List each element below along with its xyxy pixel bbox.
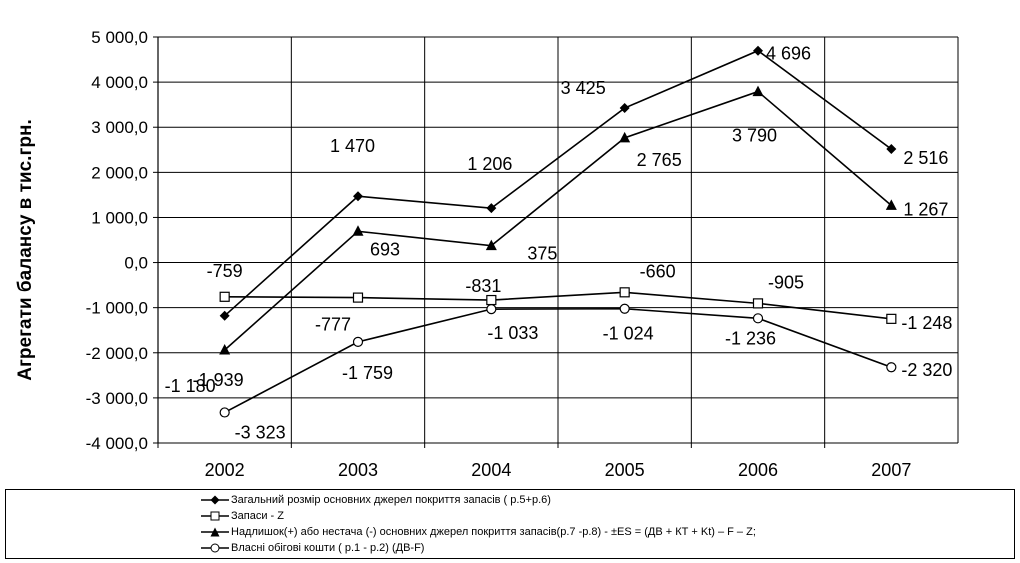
data-point-triangle xyxy=(352,225,364,236)
data-point-square xyxy=(619,287,630,298)
x-tick-label: 2005 xyxy=(605,460,645,480)
data-point-diamond xyxy=(219,310,230,321)
data-point-triangle xyxy=(619,131,631,143)
filled-triangle-marker-icon xyxy=(201,527,229,537)
line-chart: 5 000,0 4 000,0 3 000,0 2 000,0 1 000,0 0,0 -1… xyxy=(15,28,959,480)
data-label: 3 425 xyxy=(561,78,606,98)
legend-label: Надлишок(+) або нестача (-) основних дже… xyxy=(231,526,756,538)
legend-label: Запаси - Z xyxy=(231,510,284,522)
data-point-circle xyxy=(219,407,230,418)
x-tick-label: 2003 xyxy=(338,460,378,480)
y-tick-label: -1 000,0 xyxy=(86,299,148,318)
open-square-marker-icon xyxy=(201,511,229,521)
y-tick-label: 0,0 xyxy=(124,254,148,273)
data-point-triangle xyxy=(219,344,231,355)
data-label: -1 248 xyxy=(901,313,952,333)
data-point-circle xyxy=(619,303,630,314)
chart-area: 5 000,0 4 000,0 3 000,0 2 000,0 1 000,0 0,0 -1… xyxy=(15,28,959,480)
y-axis-title: Агрегати балансу в тис.грн. xyxy=(15,119,36,380)
legend-label: Загальний розмір основних джерел покритт… xyxy=(231,494,551,506)
data-point-square xyxy=(486,294,497,306)
data-point-circle xyxy=(486,304,497,315)
data-point-square xyxy=(219,291,230,302)
legend-item-surplus-deficit: Надлишок(+) або нестача (-) основних дже… xyxy=(201,524,756,540)
data-point-triangle xyxy=(485,239,497,251)
data-label: -1 024 xyxy=(603,324,654,344)
data-label: -1 939 xyxy=(193,370,244,390)
series-line xyxy=(224,90,892,351)
data-label: 1 267 xyxy=(903,199,948,219)
data-label: -1 759 xyxy=(342,363,393,383)
data-label: -1 236 xyxy=(725,328,776,348)
data-point-circle xyxy=(752,313,764,324)
y-tick-label: 3 000,0 xyxy=(91,118,148,137)
data-label: -660 xyxy=(640,261,676,281)
data-point-square xyxy=(352,292,364,303)
data-point-circle xyxy=(352,336,364,348)
legend-item-total-sources: Загальний розмір основних джерел покритт… xyxy=(201,492,551,508)
x-tick-label: 2007 xyxy=(871,460,911,480)
y-tick-label: -2 000,0 xyxy=(86,344,148,363)
open-circle-marker-icon xyxy=(201,543,229,553)
y-tick-label: 2 000,0 xyxy=(91,163,148,182)
legend-item-working-capital: Власні обігові кошти ( р.1 - р.2) (ДВ-F) xyxy=(201,540,424,556)
data-point-circle xyxy=(886,362,897,373)
data-point-diamond xyxy=(619,103,630,114)
data-label: -905 xyxy=(768,272,804,292)
series-line xyxy=(224,49,892,317)
y-tick-label: 1 000,0 xyxy=(91,208,148,227)
data-label: 2 765 xyxy=(637,150,682,170)
data-label: -2 320 xyxy=(901,360,952,380)
data-point-diamond xyxy=(753,45,763,56)
data-point-square xyxy=(886,313,897,324)
data-label: -1 180 xyxy=(165,376,216,396)
data-label: 2 516 xyxy=(903,148,948,168)
chart-legend: Загальний розмір основних джерел покритт… xyxy=(5,489,1015,559)
y-tick-label: -3 000,0 xyxy=(86,389,148,408)
data-point-diamond xyxy=(486,203,497,214)
data-point-diamond xyxy=(886,144,897,155)
legend-label: Власні обігові кошти ( р.1 - р.2) (ДВ-F) xyxy=(231,542,425,554)
data-label: -759 xyxy=(207,261,243,281)
data-label: -831 xyxy=(465,276,501,296)
data-point-triangle xyxy=(885,199,897,210)
x-tick-label: 2006 xyxy=(738,460,778,480)
data-label: 693 xyxy=(370,239,400,259)
data-label: 1 470 xyxy=(330,136,375,156)
data-label: -1 033 xyxy=(487,323,538,343)
data-label: 1 206 xyxy=(467,154,512,174)
y-tick-label: 5 000,0 xyxy=(91,28,148,47)
data-label: -777 xyxy=(315,315,351,335)
y-tick-label: 4 000,0 xyxy=(91,73,148,92)
series-line xyxy=(224,307,892,414)
x-tick-label: 2002 xyxy=(205,460,245,480)
data-label: 4 696 xyxy=(766,44,811,64)
data-point-triangle xyxy=(752,85,764,97)
data-label: 375 xyxy=(527,244,557,264)
data-label: 3 790 xyxy=(732,126,777,146)
data-point-diamond xyxy=(353,191,363,202)
x-tick-label: 2004 xyxy=(471,460,511,480)
y-tick-label: -4 000,0 xyxy=(86,434,148,453)
legend-item-inventory: Запаси - Z xyxy=(201,508,284,524)
data-label: -3 323 xyxy=(235,422,286,442)
series-line xyxy=(224,291,892,320)
filled-diamond-marker-icon xyxy=(201,495,229,505)
data-point-square xyxy=(752,298,764,309)
